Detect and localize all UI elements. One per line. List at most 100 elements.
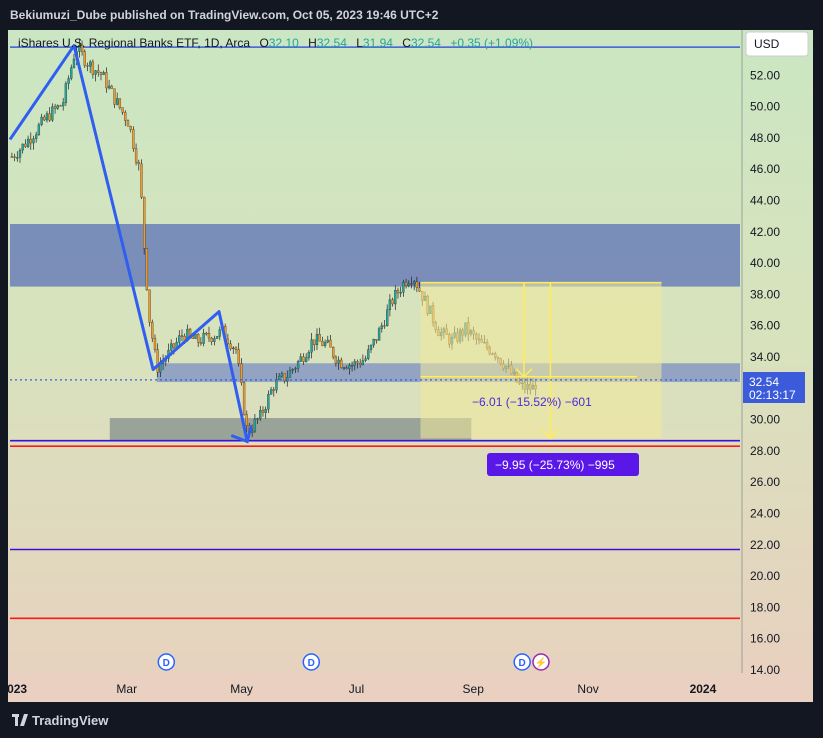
candle-body xyxy=(10,156,14,158)
candle xyxy=(315,328,319,351)
legend: iShares U.S. Regional Banks ETF, 1D, Arc… xyxy=(18,36,533,50)
candle-body xyxy=(356,361,359,364)
candle-body xyxy=(232,347,235,350)
candle-body xyxy=(86,65,89,67)
candle-body xyxy=(143,196,146,249)
candle xyxy=(340,357,343,369)
candle xyxy=(307,350,311,361)
candle xyxy=(59,104,62,107)
candle xyxy=(207,326,211,343)
y-tick-label: 34.00 xyxy=(750,350,780,364)
candle xyxy=(218,326,221,341)
candle-body xyxy=(229,343,232,349)
candle xyxy=(394,285,397,311)
candle xyxy=(313,339,316,351)
candle-body xyxy=(91,61,95,75)
candle-body xyxy=(107,85,111,89)
candle-body xyxy=(116,98,119,105)
candle-body xyxy=(383,325,386,327)
candle xyxy=(404,279,408,289)
candle xyxy=(156,343,159,378)
y-tick-label: 24.00 xyxy=(750,507,780,521)
candle-body xyxy=(415,281,419,288)
candle xyxy=(391,297,394,307)
candle-body xyxy=(334,356,338,364)
candle-body xyxy=(218,329,221,337)
candle xyxy=(261,406,265,417)
candle-body xyxy=(124,112,127,121)
candle-body xyxy=(205,332,208,335)
candle xyxy=(232,346,235,354)
candle-body xyxy=(24,143,27,147)
candle xyxy=(367,344,370,361)
candle-body xyxy=(237,349,240,364)
candle xyxy=(64,81,68,106)
candle xyxy=(242,381,246,416)
candle xyxy=(356,359,359,369)
y-tick-label: 26.00 xyxy=(750,475,780,489)
candle xyxy=(302,353,305,365)
candle xyxy=(99,71,103,81)
candle-body xyxy=(340,359,343,369)
candle xyxy=(410,276,413,289)
candle-body xyxy=(380,325,383,329)
zigzag-pattern xyxy=(8,44,249,442)
dividend-marker-circle xyxy=(302,653,321,671)
currency-button[interactable]: USD xyxy=(745,31,809,57)
y-tick-label: 44.00 xyxy=(750,194,780,208)
candle xyxy=(21,143,24,154)
candle-body xyxy=(126,120,130,127)
last-price-value: 32.54 xyxy=(749,375,779,389)
candle-body xyxy=(302,356,305,362)
candle xyxy=(91,59,95,79)
candle xyxy=(310,333,313,359)
candle-body xyxy=(178,335,181,343)
candle-body xyxy=(89,61,92,67)
candle xyxy=(369,344,373,353)
candle xyxy=(278,372,281,381)
candle xyxy=(13,153,16,162)
candle xyxy=(291,368,294,374)
event-marker: ⚡ xyxy=(532,653,550,671)
candle xyxy=(294,366,297,373)
candle xyxy=(78,38,81,58)
candle xyxy=(402,279,405,297)
candle xyxy=(53,103,57,114)
price-chart[interactable]: 52.00 50.00 48.00 46.00 44.00 42.00 40.00 38.00… xyxy=(8,30,813,702)
dividend-marker-label: D xyxy=(519,658,526,669)
candle-body xyxy=(342,367,346,369)
candle xyxy=(359,358,362,368)
candle-body xyxy=(67,78,70,84)
candle xyxy=(318,327,321,342)
candle xyxy=(56,104,59,110)
candle-body xyxy=(288,370,292,378)
footer: TradingView xyxy=(0,704,823,738)
candle-body xyxy=(299,356,302,362)
candle-body xyxy=(35,134,38,139)
dividend-marker: D xyxy=(513,653,531,671)
time-axis-background xyxy=(8,673,813,702)
candle-body xyxy=(113,88,116,105)
candle-body xyxy=(99,72,103,75)
candle xyxy=(202,328,205,347)
candle xyxy=(364,355,367,363)
candle xyxy=(35,131,38,143)
candle xyxy=(286,370,289,387)
candle xyxy=(43,114,46,122)
zigzag-arrowhead xyxy=(230,425,253,444)
candle xyxy=(89,60,92,73)
candle xyxy=(213,335,216,346)
candle-body xyxy=(29,138,32,144)
tradingview-logo[interactable]: TradingView xyxy=(12,713,108,728)
measure-lower-arrowhead xyxy=(541,429,559,440)
candle xyxy=(283,373,286,384)
candle xyxy=(267,390,270,414)
y-tick-label: 30.00 xyxy=(750,413,780,427)
candle xyxy=(264,406,267,419)
dividend-marker: D xyxy=(302,653,321,671)
candle-body xyxy=(367,349,370,359)
y-tick-label: 38.00 xyxy=(750,287,780,301)
legend-low-label: L xyxy=(356,36,363,50)
candle xyxy=(62,97,65,111)
y-tick-label: 40.00 xyxy=(750,256,780,270)
